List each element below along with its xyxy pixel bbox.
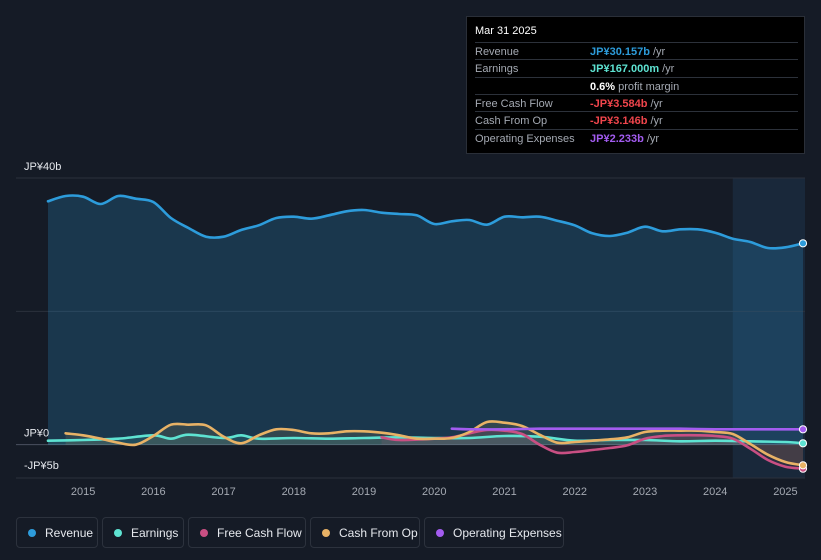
series-lines [46,194,805,470]
x-axis-tick-label: 2025 [773,486,797,498]
y-axis-tick-label: -JP¥5b [24,460,59,472]
tooltip-row-label: Earnings [475,63,519,76]
tooltip-row-label: Revenue [475,46,520,58]
x-axis-tick-label: 2015 [71,486,95,498]
y-axis-labels: JP¥40b JP¥0 -JP¥5b [24,161,61,472]
legend-item-operating-expenses[interactable]: Operating Expenses [424,517,564,548]
legend-dot-icon [114,529,122,537]
tooltip-row-revenue: Revenue JP¥30.157b/yr [475,42,798,60]
tooltip-row-unit: /yr [646,132,660,145]
tooltip-row-label: Free Cash Flow [475,97,553,110]
tooltip-row-unit: /yr [662,63,675,76]
x-axis-tick-label: 2020 [422,486,446,498]
legend-item-cash-from-op[interactable]: Cash From Op [310,517,420,548]
tooltip-row-unit: profit margin [618,80,680,93]
gridlines [16,177,805,479]
tooltip-row-value: -JP¥3.146b/yr [590,115,663,127]
operating-expenses-end-marker [798,425,808,434]
legend-label: Free Cash Flow [217,526,302,540]
series-end-markers [798,239,808,473]
x-axis-tick-label: 2023 [633,486,657,498]
tooltip-date: Mar 31 2025 [475,25,537,37]
legend-dot-icon [200,529,208,537]
legend-item-revenue[interactable]: Revenue [16,517,98,548]
legend-label: Earnings [131,526,179,540]
y-axis-tick-label: JP¥40b [24,161,61,173]
tooltip-row-unit: /yr [652,46,666,58]
tooltip-row-amount: -JP¥3.584b [590,97,648,110]
legend-label: Revenue [45,526,94,540]
legend-item-free-cash-flow[interactable]: Free Cash Flow [188,517,306,548]
earnings-line [46,433,805,445]
tooltip-row-amount: JP¥167.000m [590,63,660,76]
legend-dot-icon [322,529,330,537]
x-axis-tick-label: 2018 [282,486,306,498]
earnings-end-marker [798,439,808,448]
tooltip-row-value: JP¥167.000m/yr [590,63,674,75]
legend-label: Operating Expenses [453,526,562,540]
tooltip-row-label: Operating Expenses [475,132,575,145]
tooltip-row-cash-from-op: Cash From Op -JP¥3.146b/yr [475,111,798,129]
x-axis-tick-label: 2024 [703,486,727,498]
cash-from-op-line [64,420,805,467]
x-axis-tick-label: 2021 [492,486,516,498]
tooltip-row-value: JP¥30.157b/yr [590,46,665,58]
operating-expenses-line [450,427,805,431]
tooltip-row-amount: JP¥30.157b [590,46,650,58]
cash-from-op-area [65,421,804,466]
legend-item-earnings[interactable]: Earnings [102,517,184,548]
revenue-end-marker [798,239,808,248]
tooltip-row-unit: /yr [650,97,663,110]
tooltip-row-operating-expenses: Operating Expenses JP¥2.233b/yr [475,128,798,147]
tooltip-row-amount: 0.6% [590,80,616,93]
tooltip-row-value: -JP¥3.584b/yr [590,98,663,110]
legend-label: Cash From Op [339,526,418,540]
revenue-area [48,195,803,445]
tooltip-row-amount: -JP¥3.146b [590,115,648,128]
tooltip-row-profit-margin: 0.6% profit margin [475,76,798,95]
x-axis-tick-label: 2016 [141,486,165,498]
cash-from-op-end-marker [798,461,808,470]
chart: JP¥40b JP¥0 -JP¥5b 2015 2016 2017 2018 2019 202… [16,161,808,498]
revenue-line [46,194,805,250]
x-axis-tick-label: 2019 [352,486,376,498]
tooltip-row-free-cash-flow: Free Cash Flow -JP¥3.584b/yr [475,93,798,112]
y-axis-tick-label: JP¥0 [24,428,49,440]
tooltip-row-label: Cash From Op [475,115,548,128]
tooltip-row-amount: JP¥2.233b [590,132,644,145]
x-axis-tick-label: 2022 [563,486,587,498]
x-axis-tick-label: 2017 [211,486,235,498]
tooltip-row-value: JP¥2.233b/yr [590,133,659,145]
tooltip-row-value: 0.6% profit margin [590,81,679,93]
legend-dot-icon [28,529,36,537]
tooltip-panel: Mar 31 2025 Revenue JP¥30.157b/yr Earnings… [466,16,805,154]
legend-dot-icon [436,529,444,537]
tooltip-row-earnings: Earnings JP¥167.000m/yr [475,59,798,77]
x-axis-labels: 2015 2016 2017 2018 2019 2020 2021 2022 2023 2024… [71,486,798,498]
tooltip-row-unit: /yr [650,115,663,128]
